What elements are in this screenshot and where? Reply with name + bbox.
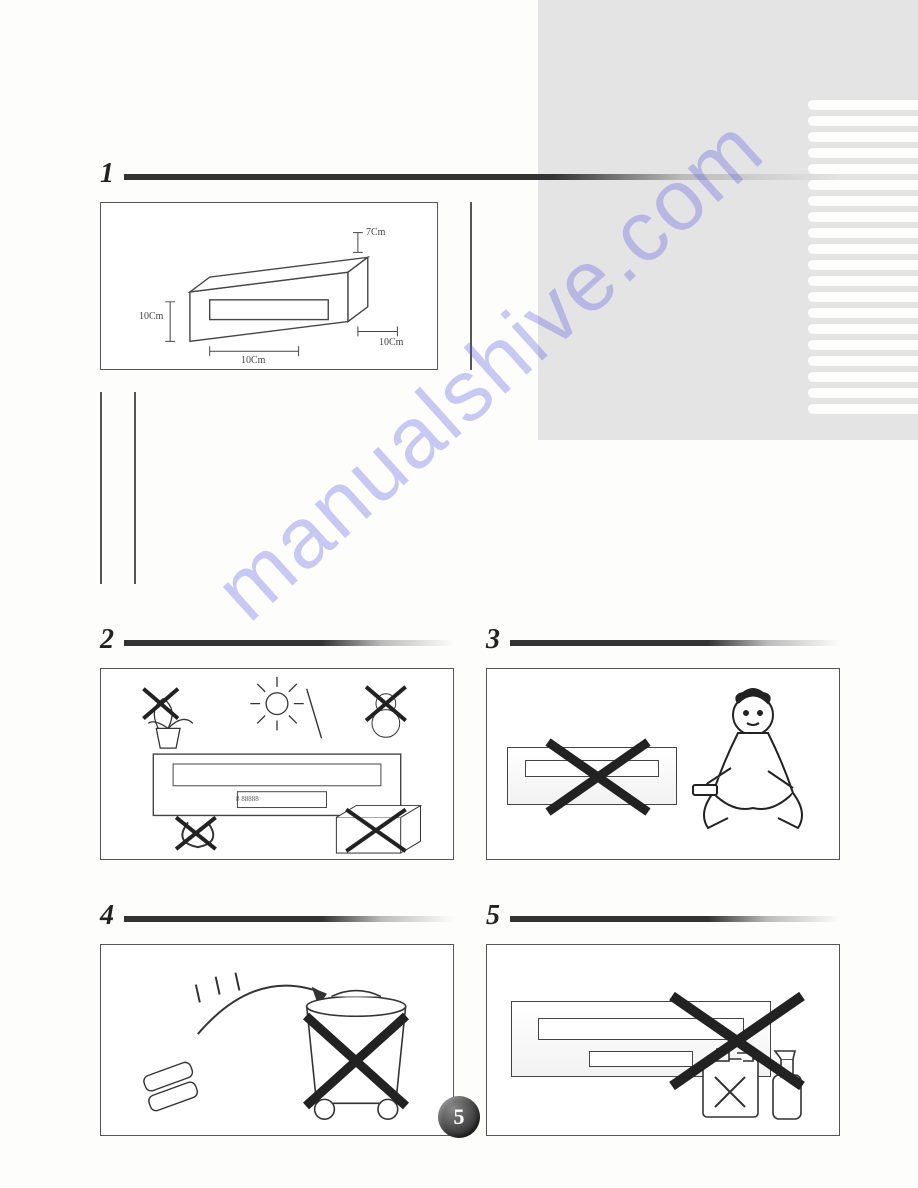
section-rule bbox=[510, 916, 840, 922]
hazards-icon bbox=[101, 669, 453, 859]
panel-confined: 8 88888 bbox=[470, 202, 472, 370]
section-3-number: 3 bbox=[486, 624, 500, 656]
page-paper: 1 bbox=[0, 0, 918, 1188]
dim-bottom: 10Cm bbox=[241, 355, 265, 366]
section-4-number: 4 bbox=[100, 900, 114, 932]
content-area: 1 bbox=[100, 140, 840, 1158]
panel-no-solvents bbox=[486, 944, 840, 1136]
panel-stacked bbox=[134, 392, 136, 584]
section-3-head: 3 bbox=[486, 624, 840, 656]
section-1-row-1: 10Cm 7Cm 10Cm 10Cm 8 88888 bbox=[100, 202, 840, 392]
section-rule bbox=[510, 640, 840, 646]
section-rule bbox=[124, 174, 840, 180]
section-5-number: 5 bbox=[486, 900, 500, 932]
section-rule bbox=[124, 640, 454, 646]
row-sections-2-3: 2 bbox=[100, 606, 840, 882]
section-5-head: 5 bbox=[486, 900, 840, 932]
panel-hazards: 8 88888 bbox=[100, 668, 454, 860]
person-repair-icon bbox=[673, 683, 833, 853]
battery-bin-icon bbox=[101, 945, 453, 1135]
section-3: 3 bbox=[486, 606, 840, 882]
panel-clearance: 10Cm 7Cm 10Cm 10Cm bbox=[100, 202, 438, 370]
section-4-head: 4 bbox=[100, 900, 454, 932]
comb-tooth bbox=[808, 100, 918, 110]
section-1-head: 1 bbox=[100, 158, 840, 190]
panel-on-amp bbox=[100, 392, 102, 584]
panel-no-repair bbox=[486, 668, 840, 860]
page-number: 5 bbox=[454, 1104, 465, 1130]
section-5: 5 bbox=[486, 882, 840, 1158]
section-2-head: 2 bbox=[100, 624, 454, 656]
bottles-icon bbox=[695, 1029, 815, 1129]
vcr-display: 8 88888 bbox=[236, 795, 259, 803]
section-4: 4 bbox=[100, 882, 454, 1158]
section-2: 2 bbox=[100, 606, 454, 882]
section-2-number: 2 bbox=[100, 624, 114, 656]
panel-battery-disposal bbox=[100, 944, 454, 1136]
vcr-icon bbox=[507, 747, 677, 805]
vcr-slot bbox=[525, 760, 659, 777]
comb-tooth bbox=[808, 116, 918, 126]
vcr-display bbox=[589, 1051, 692, 1067]
section-1-number: 1 bbox=[100, 158, 114, 190]
dim-right: 10Cm bbox=[379, 337, 403, 348]
section-rule bbox=[124, 916, 454, 922]
page-number-badge: 5 bbox=[438, 1096, 480, 1138]
dim-left: 10Cm bbox=[139, 311, 163, 322]
dim-top: 7Cm bbox=[366, 227, 385, 238]
section-1-row-2 bbox=[100, 392, 840, 606]
